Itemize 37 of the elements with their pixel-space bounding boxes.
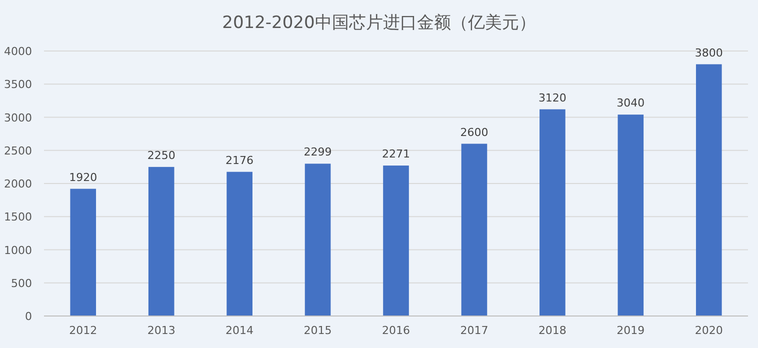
data-label: 3120 — [538, 91, 566, 104]
data-label: 1920 — [69, 170, 98, 184]
bar — [383, 166, 409, 316]
x-tick-label: 2018 — [538, 324, 566, 337]
y-tick-label: 2000 — [4, 178, 32, 190]
bar — [304, 164, 331, 316]
x-tick-label: 2016 — [382, 324, 410, 337]
x-tick-label: 2012 — [69, 324, 98, 337]
data-label: 2176 — [226, 154, 254, 167]
data-label: 3800 — [694, 46, 723, 60]
y-tick-label: 1500 — [4, 210, 32, 224]
bar — [70, 188, 96, 316]
y-tick-label: 2500 — [4, 144, 32, 158]
bar — [618, 114, 644, 316]
bar — [696, 64, 722, 316]
y-tick-label: 0 — [25, 310, 32, 323]
bar — [540, 109, 566, 316]
bar — [148, 166, 174, 316]
data-label: 3040 — [616, 96, 645, 110]
x-tick-label: 2019 — [616, 324, 645, 337]
chart-title: 2012-2020中国芯片进口金额（亿美元） — [222, 13, 536, 33]
x-tick-label: 2020 — [694, 324, 723, 337]
bar — [461, 144, 488, 316]
x-tick-label: 2017 — [460, 324, 488, 337]
x-tick-label: 2014 — [226, 324, 254, 337]
data-label: 2600 — [460, 126, 488, 139]
bar — [226, 172, 252, 316]
x-tick-label: 2015 — [304, 324, 332, 337]
y-tick-label: 3500 — [4, 78, 32, 92]
data-label: 2250 — [147, 148, 176, 162]
y-tick-label: 4000 — [4, 45, 32, 58]
x-tick-label: 2013 — [147, 324, 176, 337]
y-tick-label: 1000 — [4, 244, 32, 257]
y-tick-label: 500 — [11, 276, 32, 290]
data-label: 2271 — [382, 148, 410, 161]
y-tick-label: 3000 — [4, 111, 32, 124]
data-label: 2299 — [304, 146, 332, 159]
